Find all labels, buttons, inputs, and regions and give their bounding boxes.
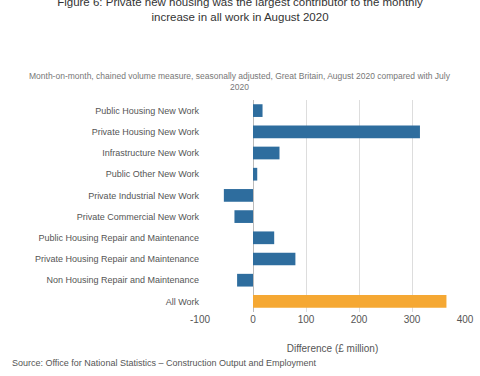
svg-text:Public Other New Work: Public Other New Work <box>106 169 200 179</box>
svg-text:Private Industrial New Work: Private Industrial New Work <box>88 191 199 201</box>
svg-text:Source: Office for National St: Source: Office for National Statistics –… <box>12 358 316 368</box>
svg-text:Public Housing New Work: Public Housing New Work <box>95 106 199 116</box>
svg-text:Difference (£ million): Difference (£ million) <box>287 343 379 354</box>
svg-text:Private Commercial New Work: Private Commercial New Work <box>77 212 200 222</box>
svg-text:-100: -100 <box>190 314 210 325</box>
svg-text:400: 400 <box>457 314 474 325</box>
svg-text:Non Housing Repair and Mainten: Non Housing Repair and Maintenance <box>46 275 199 285</box>
svg-text:0: 0 <box>250 314 256 325</box>
svg-text:Private Housing New Work: Private Housing New Work <box>92 127 200 137</box>
svg-text:300: 300 <box>404 314 421 325</box>
svg-text:Infrastructure New Work: Infrastructure New Work <box>102 148 199 158</box>
svg-text:Public Housing Repair and Main: Public Housing Repair and Maintenance <box>38 233 199 243</box>
svg-text:Figure 6: Private new housing: Figure 6: Private new housing was the la… <box>57 0 423 23</box>
svg-text:All Work: All Work <box>166 297 200 307</box>
svg-text:100: 100 <box>298 314 315 325</box>
svg-text:200: 200 <box>351 314 368 325</box>
svg-text:Month-on-month, chained volume: Month-on-month, chained volume measure, … <box>29 71 451 92</box>
svg-text:Private Housing Repair and Mai: Private Housing Repair and Maintenance <box>35 254 199 264</box>
